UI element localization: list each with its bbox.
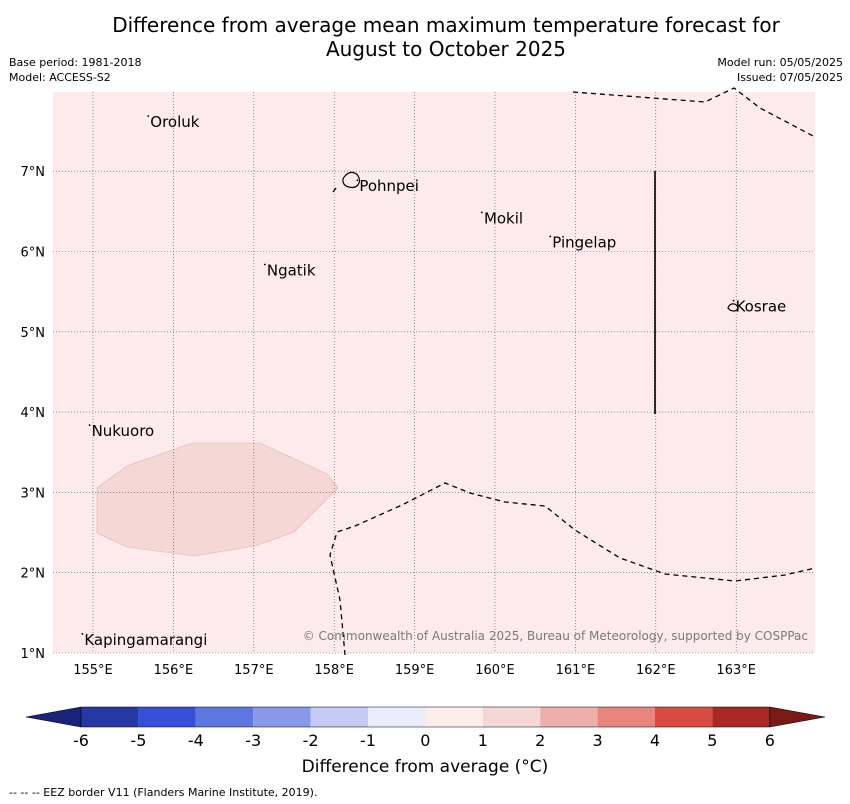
colorbar-underflow [25, 706, 82, 728]
colorbar-tick-label: -1 [360, 731, 376, 750]
colorbar-tick-label: -3 [245, 731, 261, 750]
lon-tick-label: 158°E [314, 663, 354, 678]
colorbar-bin [540, 707, 598, 727]
lat-tick-label: 5°N [21, 326, 46, 341]
colorbar-tick-label: 1 [478, 731, 488, 750]
island-marker [88, 424, 91, 427]
lon-tick-label: 161°E [556, 663, 596, 678]
map-layer: 155°E 156°E 157°E 158°E 159°E 160°E 161°E 162°E… [21, 87, 816, 678]
colorbar-bin [597, 707, 655, 727]
island-marker [732, 299, 735, 302]
base-period: Base period: 1981-2018 [9, 56, 142, 69]
colorbar-bin [310, 707, 368, 727]
island-marker [81, 633, 84, 635]
colorbar-bin [712, 707, 770, 727]
lon-tick-label: 157°E [234, 663, 274, 678]
warm-anomaly-patch [96, 442, 339, 557]
colorbar-tick-label: 0 [420, 731, 430, 750]
issued-date: Issued: 07/05/2025 [736, 71, 843, 84]
copyright-text: © Commonwealth of Australia 2025, Bureau… [303, 629, 808, 643]
colorbar-tick-label: 3 [593, 731, 603, 750]
lat-tick-label: 2°N [21, 567, 46, 582]
island-label-kapingamarangi: Kapingamarangi [84, 631, 207, 649]
eez-border [572, 87, 816, 138]
model-run: Model run: 05/05/2025 [717, 56, 843, 69]
title-line-2: August to October 2025 [325, 37, 567, 61]
chart-title: Difference from average mean maximum tem… [0, 13, 850, 61]
title-line-1: Difference from average mean maximum tem… [112, 13, 780, 37]
lat-tick-label: 1°N [21, 647, 46, 662]
colorbar-frame [80, 706, 771, 728]
island-label-oroluk: Oroluk [150, 113, 199, 131]
eez-border [332, 187, 337, 193]
island-label-pingelap: Pingelap [552, 233, 616, 251]
kosrae-outline [727, 303, 739, 312]
colorbar-bin [195, 707, 254, 727]
eez-border [329, 482, 816, 656]
colorbar-tick-label: -5 [130, 731, 146, 750]
lon-tick-label: 155°E [73, 663, 113, 678]
colorbar-bin [81, 707, 139, 727]
colorbar-overflow [769, 706, 826, 728]
colorbar-label: Difference from average (°C) [301, 757, 549, 777]
meta-left: Base period: 1981-2018 Model: ACCESS-S2 [9, 55, 141, 85]
island-marker [263, 263, 266, 266]
island-marker [481, 211, 483, 214]
colorbar-bin [368, 707, 426, 727]
colorbar-tick-label: 4 [650, 731, 660, 750]
island-label-mokil: Mokil [484, 209, 523, 227]
colorbar-tick-label: -4 [188, 731, 204, 750]
colorbar-tick-label: 2 [535, 731, 545, 750]
lon-tick-label: 159°E [395, 663, 435, 678]
colorbar-tick-label: 6 [765, 731, 775, 750]
colorbar-tick-label: 5 [707, 731, 717, 750]
colorbar-bin [482, 707, 541, 727]
colorbar-bin [138, 707, 196, 727]
lon-tick-label: 163°E [716, 663, 756, 678]
lat-tick-label: 7°N [21, 165, 46, 180]
pohnpei-outline [342, 171, 361, 189]
eez-footnote: -- -- -- EEZ border V11 (Flanders Marine… [9, 786, 318, 799]
island-label-ngatik: Ngatik [267, 262, 316, 280]
lat-tick-label: 4°N [21, 406, 46, 421]
colorbar-tick-label: -6 [73, 731, 89, 750]
colorbar-bin [425, 707, 483, 727]
lon-tick-label: 162°E [636, 663, 676, 678]
meta-right: Model run: 05/05/2025 Issued: 07/05/2025 [717, 55, 843, 85]
island-label-pohnpei: Pohnpei [359, 177, 419, 195]
island-marker [356, 179, 359, 182]
colorbar-tick-label: -2 [303, 731, 319, 750]
island-marker [147, 115, 150, 117]
lon-tick-label: 160°E [475, 663, 515, 678]
lat-tick-label: 3°N [21, 486, 46, 501]
island-label-kosrae: Kosrae [736, 298, 787, 316]
island-label-nukuoro: Nukuoro [92, 422, 155, 440]
lon-tick-label: 156°E [154, 663, 194, 678]
colorbar-bin [253, 707, 311, 727]
colorbar-bin [655, 707, 713, 727]
island-marker [549, 235, 552, 238]
lat-tick-label: 6°N [21, 246, 46, 261]
map-background [53, 92, 815, 653]
model-name: Model: ACCESS-S2 [9, 71, 111, 84]
colorbar: -6 -5 -4 -3 -2 -1 0 1 2 3 4 5 6 [25, 706, 826, 750]
